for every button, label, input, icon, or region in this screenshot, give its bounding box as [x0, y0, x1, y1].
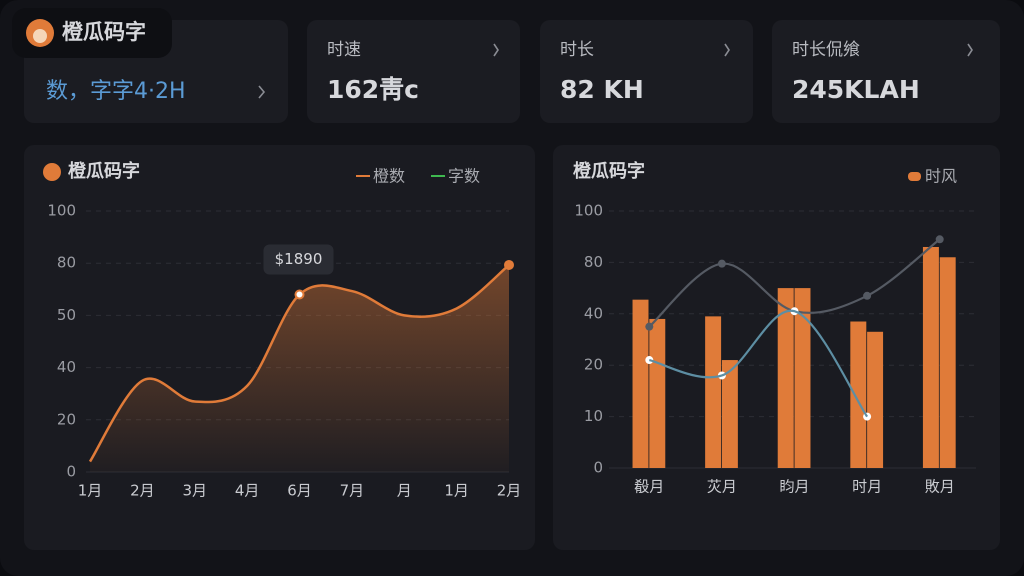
chevron: [724, 43, 730, 57]
y-tick-label: 80: [57, 254, 76, 272]
legend-swatch: [908, 172, 921, 181]
x-tick-label: 1月: [78, 482, 103, 500]
x-tick-label: 4月: [235, 482, 260, 500]
card[interactable]: [540, 20, 753, 123]
card-value: 数，字字4·2H: [46, 79, 186, 104]
x-tick-label: 6月: [287, 482, 312, 500]
point: [504, 259, 514, 270]
x-tick-label: 苂月: [707, 478, 737, 496]
y-tick-label: 0: [66, 463, 76, 481]
card-label: 时长: [560, 40, 594, 60]
y-tick-label: 100: [47, 202, 76, 220]
bar: [705, 316, 722, 468]
legend-label: 橙数: [373, 167, 405, 186]
legend-label: 时风: [925, 167, 957, 186]
y-tick-label: 10: [584, 407, 603, 425]
tooltip-text: $1890: [275, 250, 323, 268]
card-value: 82 KH: [560, 75, 644, 104]
logo-icon: [33, 29, 47, 43]
chart-title: 橙瓜码字: [573, 160, 645, 182]
tooltip: [263, 244, 334, 275]
x-tick-label: 7月: [340, 482, 365, 500]
y-tick-label: 80: [584, 253, 603, 271]
bar: [794, 288, 811, 468]
card-label: 时长侃飨: [792, 40, 860, 60]
x-tick-label: 盷月: [779, 478, 809, 496]
line: [649, 309, 869, 418]
x-tick-label: 敗月: [925, 478, 955, 496]
bar: [939, 257, 956, 468]
card[interactable]: [772, 20, 1000, 123]
bar: [632, 299, 649, 468]
card-label: 时速: [327, 40, 361, 60]
legend-label: 字数: [448, 167, 480, 186]
x-tick-label: 月: [397, 482, 412, 500]
y-tick-label: 40: [584, 304, 603, 322]
y-tick-label: 100: [574, 202, 603, 220]
logo: 橙瓜码字: [12, 8, 172, 58]
y-tick-label: 40: [57, 358, 76, 376]
bar: [867, 331, 884, 468]
card-value: 162靑c: [327, 75, 419, 104]
chevron: [258, 85, 266, 99]
card-value: 245KLAH: [792, 75, 920, 104]
bar: [721, 360, 738, 468]
x-tick-label: 3月: [182, 482, 207, 500]
bar: [649, 318, 666, 468]
bar: [777, 288, 794, 468]
point: [294, 289, 305, 300]
y-tick-label: 20: [584, 356, 603, 374]
x-tick-label: 殽月: [634, 478, 664, 496]
logo-badge: [12, 8, 172, 58]
x-tick-label: 2月: [130, 482, 155, 500]
chart-title: 橙瓜码字: [68, 160, 140, 182]
y-tick-label: 50: [57, 306, 76, 324]
x-tick-label: 2月: [497, 482, 522, 500]
bar: [922, 246, 939, 468]
x-tick-label: 1月: [444, 482, 469, 500]
chevron: [967, 43, 973, 57]
bar: [850, 321, 867, 468]
line: [88, 263, 510, 463]
card[interactable]: [307, 20, 520, 123]
y-tick-label: 0: [593, 459, 603, 477]
area: [90, 264, 509, 472]
logo-title: 橙瓜码字: [62, 20, 146, 44]
chevron: [493, 43, 499, 57]
panel-icon: [43, 163, 61, 181]
y-tick-label: 20: [57, 410, 76, 428]
x-tick-label: 时月: [852, 478, 882, 496]
